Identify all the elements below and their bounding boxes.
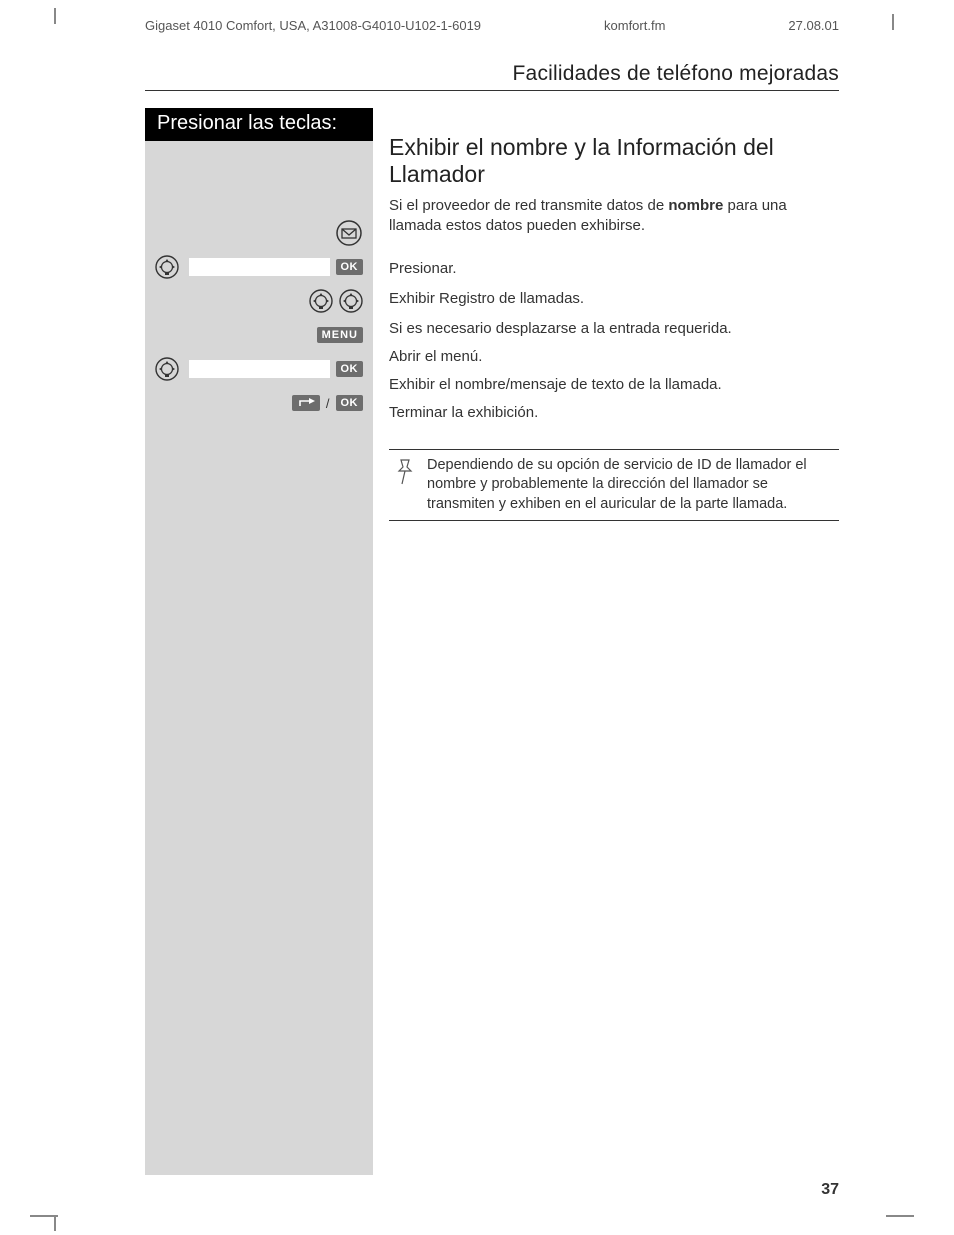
nav-key-icon (309, 289, 333, 313)
ok-key-icon: OK (336, 361, 364, 377)
pushpin-icon (393, 456, 417, 515)
crop-mark (886, 1215, 914, 1217)
ok-key-icon: OK (336, 259, 364, 275)
subsection-heading: Exhibir el nombre y la Información del L… (389, 134, 839, 188)
step-text: Abrir el menú. (389, 345, 839, 371)
back-key-icon (292, 395, 320, 411)
header-right: 27.08.01 (788, 18, 839, 33)
separator: / (326, 396, 330, 411)
ok-key-icon: OK (336, 395, 364, 411)
key-column: OK (145, 141, 373, 417)
display-field (189, 258, 330, 276)
nav-key-icon (339, 289, 363, 313)
content: Presionar las teclas: (145, 108, 839, 1175)
key-row-nav-nav (155, 287, 363, 315)
envelope-icon (335, 219, 363, 247)
page: Gigaset 4010 Comfort, USA, A31008-G4010-… (0, 0, 954, 1235)
key-row-menu: MENU (155, 321, 363, 349)
step-text: Si es necesario desplazarse a la entrada… (389, 315, 839, 345)
crop-mark (892, 14, 894, 30)
intro-text-pre: Si el proveedor de red transmite datos d… (389, 197, 668, 214)
display-field (189, 360, 330, 378)
section-title: Facilidades de teléfono mejoradas (513, 62, 839, 85)
keys-sidebar: Presionar las teclas: (145, 108, 373, 1175)
key-row-nav-ok: OK (155, 253, 363, 281)
note-box: Dependiendo de su opción de servicio de … (389, 449, 839, 522)
menu-key-icon: MENU (317, 327, 363, 343)
key-row-envelope (155, 219, 363, 247)
crop-mark (54, 8, 56, 24)
main-column: Exhibir el nombre y la Información del L… (373, 108, 839, 1175)
intro-text-bold: nombre (668, 197, 723, 214)
key-row-back-ok: / OK (155, 389, 363, 417)
crop-mark (54, 1215, 56, 1231)
header-center: komfort.fm (604, 18, 665, 33)
page-number: 37 (821, 1181, 839, 1199)
key-row-nav-ok-2: OK (155, 355, 363, 383)
step-text: Terminar la exhibición. (389, 401, 839, 427)
header-left: Gigaset 4010 Comfort, USA, A31008-G4010-… (145, 18, 481, 33)
running-header: Gigaset 4010 Comfort, USA, A31008-G4010-… (145, 18, 839, 33)
section-title-row: Facilidades de teléfono mejoradas (145, 62, 839, 91)
note-text: Dependiendo de su opción de servicio de … (427, 456, 835, 515)
step-text: Exhibir el nombre/mensaje de texto de la… (389, 371, 839, 401)
nav-key-icon (155, 255, 179, 279)
nav-key-icon (155, 357, 179, 381)
step-text: Presionar. (389, 255, 839, 285)
step-text: Exhibir Registro de llamadas. (389, 285, 839, 315)
sidebar-heading: Presionar las teclas: (145, 108, 373, 141)
intro-paragraph: Si el proveedor de red transmite datos d… (389, 196, 839, 237)
